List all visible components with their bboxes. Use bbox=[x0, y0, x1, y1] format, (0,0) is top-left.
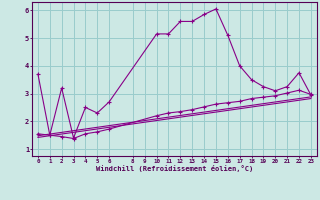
X-axis label: Windchill (Refroidissement éolien,°C): Windchill (Refroidissement éolien,°C) bbox=[96, 165, 253, 172]
